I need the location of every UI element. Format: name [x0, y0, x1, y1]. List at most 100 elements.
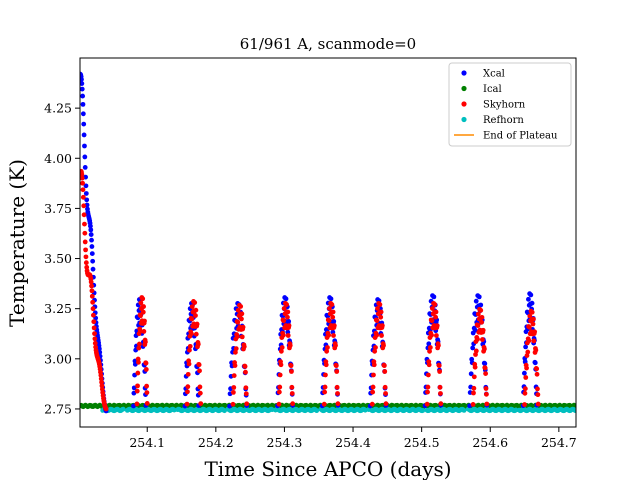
skyhorn-point	[185, 371, 191, 377]
xcal-point	[426, 341, 432, 347]
skyhorn-point	[383, 391, 388, 396]
skyhorn-point	[136, 345, 142, 351]
xcal-point	[286, 319, 292, 324]
skyhorn-point	[522, 386, 528, 392]
skyhorn-point	[433, 309, 439, 315]
skyhorn-point	[88, 279, 94, 285]
legend-label: Ical	[483, 84, 502, 95]
x-tick-label: 254.2	[198, 435, 234, 450]
skyhorn-point	[138, 313, 143, 319]
skyhorn-point	[233, 346, 239, 352]
skyhorn-point	[99, 379, 105, 385]
y-axis-label: Temperature (K)	[5, 159, 29, 327]
skyhorn-point	[481, 346, 487, 352]
skyhorn-point	[141, 329, 147, 334]
skyhorn-point	[479, 319, 484, 325]
xcal-point	[89, 244, 95, 249]
skyhorn-point	[436, 363, 442, 369]
skyhorn-point	[235, 319, 241, 325]
skyhorn-point	[327, 306, 332, 311]
skyhorn-point	[81, 203, 87, 209]
skyhorn-point	[330, 309, 336, 315]
xcal-point	[80, 77, 84, 82]
skyhorn-point	[243, 391, 249, 397]
xcal-point	[468, 371, 474, 377]
skyhorn-point	[90, 299, 96, 305]
skyhorn-point	[425, 389, 430, 395]
skyhorn-point	[194, 321, 200, 327]
skyhorn-point	[285, 309, 291, 315]
skyhorn-point	[284, 302, 290, 307]
skyhorn-point	[143, 367, 149, 372]
skyhorn-point	[243, 385, 249, 391]
legend: Xcal Ical Skyhorn Refhorn End of Plateau	[448, 62, 572, 147]
skyhorn-point	[527, 313, 533, 319]
skyhorn-point	[198, 401, 204, 406]
skyhorn-point	[185, 389, 190, 395]
xcal-point	[473, 298, 479, 304]
skyhorn-point	[371, 372, 376, 378]
skyhorn-point	[239, 334, 245, 340]
skyhorn-point	[526, 324, 532, 330]
skyhorn-point	[185, 384, 191, 390]
skyhorn-point	[524, 365, 529, 371]
skyhorn-point	[473, 352, 478, 357]
xcal-point	[80, 101, 86, 107]
xcal-point	[331, 319, 337, 324]
skyhorn-point	[83, 254, 89, 260]
skyhorn-point	[382, 384, 388, 390]
skyhorn-point	[143, 339, 148, 345]
skyhorn-point	[425, 372, 431, 378]
skyhorn-point	[322, 384, 328, 390]
skyhorn-point	[534, 371, 540, 377]
skyhorn-point	[281, 306, 287, 311]
skyhorn-point	[381, 343, 386, 348]
xcal-point	[523, 344, 528, 350]
skyhorn-point	[427, 348, 432, 354]
skyhorn-point	[530, 321, 536, 327]
skyhorn-point	[82, 221, 87, 227]
skyhorn-point	[471, 374, 477, 380]
skyhorn-point	[526, 338, 532, 344]
skyhorn-point	[242, 364, 248, 369]
skyhorn-point	[372, 348, 378, 354]
skyhorn-point	[136, 341, 142, 347]
skyhorn-point	[144, 401, 150, 406]
x-tick-label: 254.7	[541, 435, 577, 450]
skyhorn-point	[140, 296, 146, 302]
skyhorn-point	[535, 386, 540, 392]
xcal-point	[88, 223, 93, 229]
skyhorn-point	[80, 180, 86, 186]
y-tick-label: 4.25	[44, 101, 72, 116]
data-points	[80, 71, 576, 414]
skyhorn-point	[230, 401, 236, 407]
xcal-point	[80, 86, 85, 92]
skyhorn-point	[134, 388, 140, 394]
legend-marker	[461, 101, 467, 107]
skyhorn-point	[89, 293, 95, 299]
skyhorn-point	[277, 384, 283, 390]
skyhorn-point	[184, 401, 190, 407]
skyhorn-point	[89, 288, 95, 294]
skyhorn-point	[193, 331, 199, 337]
skyhorn-point	[483, 386, 489, 391]
skyhorn-point	[429, 306, 435, 311]
skyhorn-point	[335, 391, 340, 396]
skyhorn-point	[438, 401, 444, 407]
skyhorn-point	[535, 392, 541, 398]
skyhorn-point	[141, 304, 146, 309]
skyhorn-point	[138, 300, 144, 306]
skyhorn-point	[276, 401, 282, 407]
skyhorn-point	[379, 323, 385, 329]
x-tick-label: 254.6	[472, 435, 508, 450]
skyhorn-point	[91, 312, 96, 318]
skyhorn-point	[103, 406, 109, 412]
skyhorn-point	[426, 362, 432, 368]
refhorn-point	[120, 406, 126, 412]
legend-label: Xcal	[483, 69, 505, 80]
xcal-point	[521, 370, 527, 376]
skyhorn-point	[239, 311, 245, 317]
skyhorn-point	[240, 324, 246, 330]
refhorn-point	[420, 408, 426, 413]
xcal-point	[88, 227, 94, 233]
